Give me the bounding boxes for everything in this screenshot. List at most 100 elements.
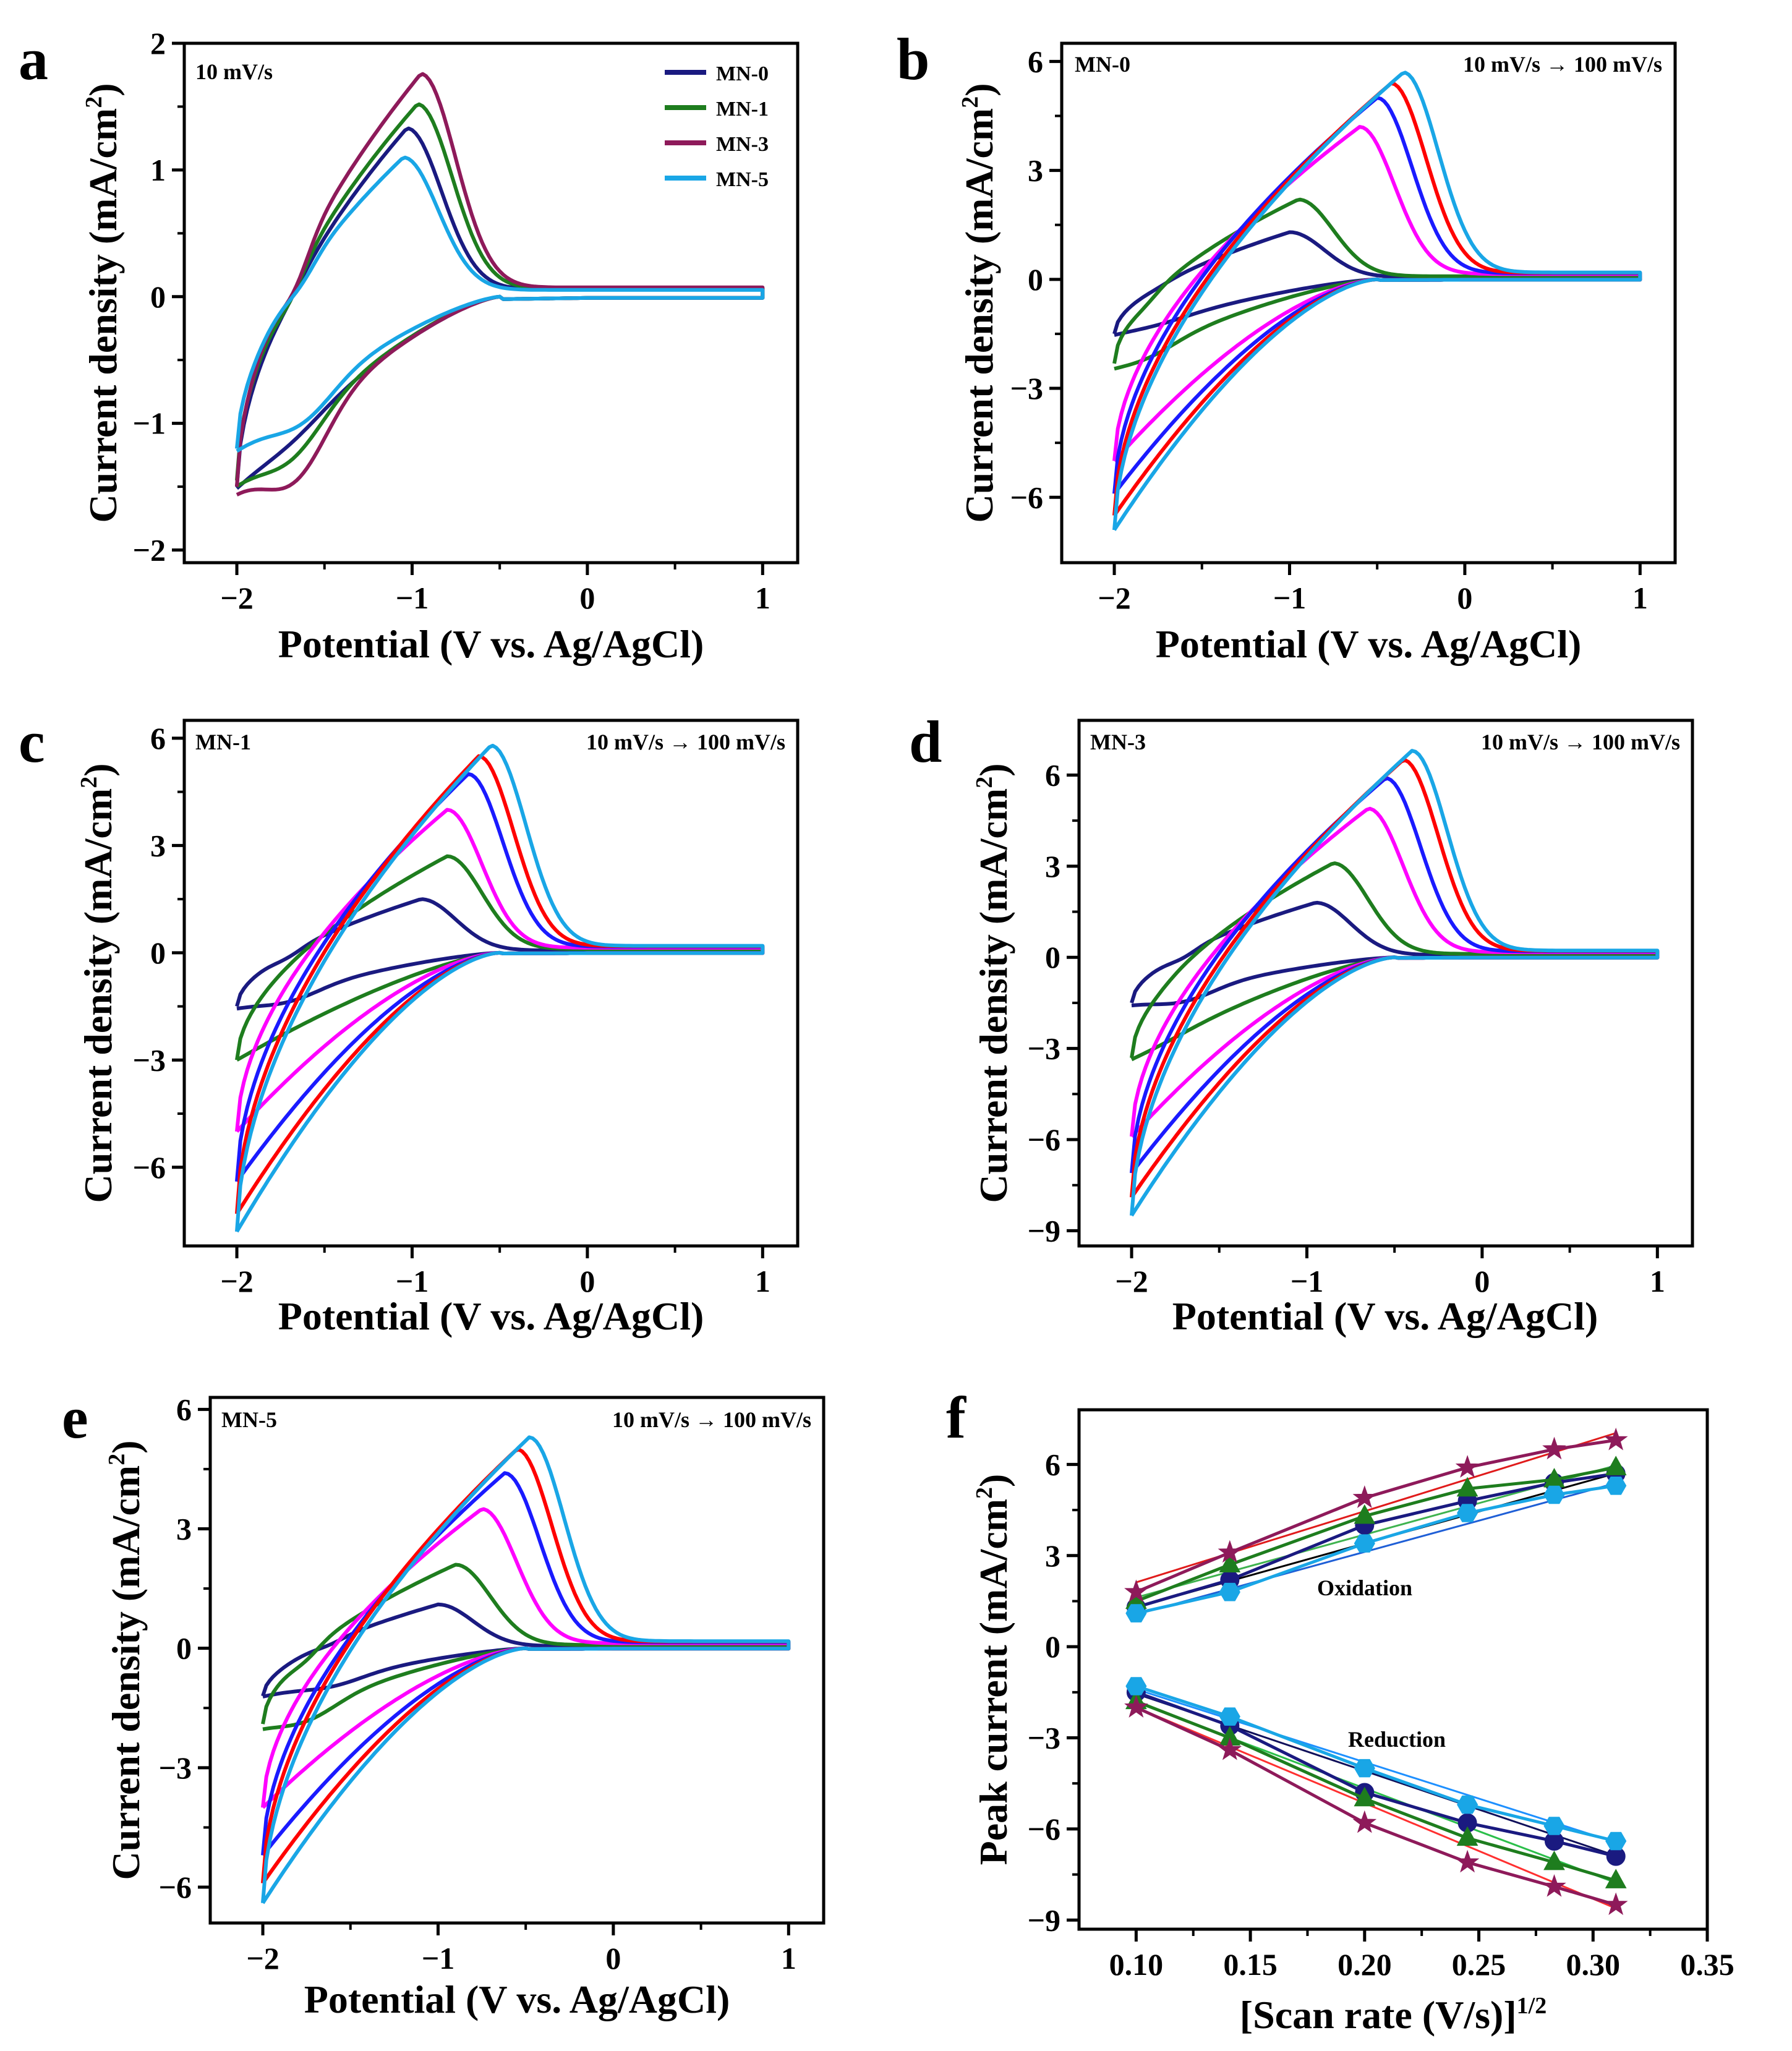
annotation-oxidation: Oxidation [1317,1576,1412,1600]
y-tick-label-c: −3 [133,1043,166,1077]
cv-curve-a-mn-5 [235,155,765,453]
sample-label-e: MN-5 [221,1407,277,1432]
data-point-mn-1-oxidation [1605,1456,1627,1475]
x-tick-label-a: −2 [220,581,254,615]
data-point-mn-3-oxidation [1352,1485,1377,1508]
x-tick-label-c: −1 [396,1264,429,1298]
data-point-mn-3-oxidation [1603,1427,1628,1451]
fit-line-mn-5-reduction-fit [1135,1688,1616,1843]
x-axis-label-e: Potential (V vs. Ag/AgCl) [304,1977,730,2021]
fit-line-mn-3-reduction-fit [1135,1707,1616,1909]
data-point-mn-5-reduction [1457,1795,1478,1814]
x-axis-label-d: Potential (V vs. Ag/AgCl) [1172,1294,1598,1338]
data-point-mn-1-reduction [1543,1850,1565,1870]
x-tick-label-a: −1 [396,581,429,615]
annotation-e: 10 mV/s → 100 mV/s [612,1407,811,1432]
tick-layer-c: −2 −1 0 1 −6 −3 0 3 6 [133,721,770,1298]
data-point-mn-3-reduction [1352,1810,1377,1833]
plot-frame-f [1077,1408,1709,1931]
x-tick-label-f: 0.30 [1566,1947,1621,1982]
series-layer-f [1124,1427,1628,1916]
annotation-reduction: Reduction [1348,1727,1446,1752]
data-point-mn-3-reduction [1218,1737,1242,1760]
legend-label-mn-3: MN-3 [716,133,769,156]
panel-d: d −2 −1 0 1 −9 −6 −3 0 3 6 MN-3 10 mV/s → 100 mV/… [909,709,1694,1338]
cv-curve-c-100-mv-s [235,743,765,1233]
panel-label-e: e [62,1384,88,1451]
data-point-mn-5-reduction [1354,1759,1375,1778]
y-axis-label-e: Current density (mA/cm2) [104,1440,148,1880]
data-point-mn-3-reduction [1603,1892,1628,1916]
x-tick-label-c: 1 [755,1264,770,1298]
annotation-a: 10 mV/s [195,59,273,84]
data-point-mn-1-oxidation [1219,1553,1241,1573]
y-tick-label-f: 6 [1045,1447,1060,1482]
data-point-mn-5-oxidation [1354,1534,1375,1553]
data-point-mn-1-oxidation [1456,1477,1478,1497]
series-layer-d [1130,749,1660,1217]
data-point-mn-3-reduction [1542,1874,1566,1897]
y-tick-label-e: 6 [176,1392,192,1426]
legend-a: MN-0 MN-1 MN-3 MN-5 [665,62,769,191]
series-line-mn-3-reduction [1135,1706,1616,1907]
plot-frame-e [208,1396,826,1925]
y-tick-label-d: 6 [1045,757,1060,792]
y-axis-label-b: Current density (mA/cm2) [957,83,1001,522]
panel-label-d: d [909,709,942,775]
series-line-mn-5-reduction [1135,1684,1616,1843]
cv-curve-b-100-mv-s [1112,70,1642,531]
y-tick-label-a: −2 [133,533,166,568]
plot-frame-b [1060,41,1677,565]
data-point-mn-1-reduction [1605,1869,1627,1888]
data-point-mn-3-reduction [1124,1695,1148,1718]
y-tick-label-c: −6 [133,1150,166,1185]
y-axis-label-c: Current density (mA/cm2) [76,763,120,1203]
sample-label-b: MN-0 [1075,52,1130,77]
data-point-mn-1-reduction [1354,1786,1376,1807]
legend-label-mn-5: MN-5 [716,168,769,191]
data-point-mn-5-oxidation [1219,1582,1240,1601]
data-point-mn-3-oxidation [1218,1540,1242,1563]
panel-label-f: f [946,1384,966,1451]
y-tick-label-b: −6 [1010,480,1044,514]
sample-label-c: MN-1 [195,730,251,754]
x-axis-label-b: Potential (V vs. Ag/AgCl) [1156,622,1582,666]
y-tick-label-b: 0 [1028,262,1043,297]
data-point-mn-5-reduction [1543,1817,1565,1835]
panel-label-b: b [897,26,929,92]
y-tick-label-f: 3 [1045,1538,1060,1573]
y-tick-label-d: 0 [1045,940,1060,974]
data-point-mn-3-oxidation [1542,1436,1566,1460]
x-tick-label-b: −2 [1098,581,1131,615]
y-tick-label-e: −6 [159,1870,192,1904]
x-tick-label-a: 0 [579,581,595,615]
series-line-mn-0-reduction [1135,1691,1616,1858]
y-tick-label-f: 0 [1045,1629,1060,1664]
tick-layer-a: −2 −1 0 1 −2 −1 0 1 2 [133,26,770,615]
x-tick-label-c: −2 [220,1264,254,1298]
x-tick-label-d: 0 [1474,1264,1490,1298]
tick-layer-f: 0.10 0.15 0.20 0.25 0.30 0.35 −9 −6 −3 0 3 6 [1028,1447,1734,1982]
y-tick-label-f: −6 [1028,1812,1061,1846]
data-point-mn-3-oxidation [1124,1579,1148,1603]
series-layer-e [261,1435,791,1904]
y-tick-label-e: 3 [176,1512,192,1546]
y-tick-label-d: −6 [1028,1122,1061,1157]
x-axis-label-f: [Scan rate (V/s)]1/2 [1240,1993,1547,2037]
y-tick-label-a: 2 [150,26,166,61]
data-point-mn-5-oxidation [1543,1485,1565,1504]
cv-curve-d-100-mv-s [1130,749,1660,1217]
x-axis-label-c: Potential (V vs. Ag/AgCl) [278,1294,704,1338]
panel-label-a: a [19,26,48,92]
fit-line-mn-5-oxidation-fit [1135,1482,1616,1616]
y-axis-label-a: Current density (mA/cm2) [81,83,125,522]
x-axis-label-a: Potential (V vs. Ag/AgCl) [278,622,704,666]
cv-curve-e-100-mv-s [261,1435,791,1904]
data-point-mn-5-reduction [1125,1677,1147,1695]
data-point-mn-5-reduction [1605,1831,1627,1851]
y-tick-label-c: 3 [150,828,166,863]
data-point-mn-1-reduction [1456,1826,1478,1846]
